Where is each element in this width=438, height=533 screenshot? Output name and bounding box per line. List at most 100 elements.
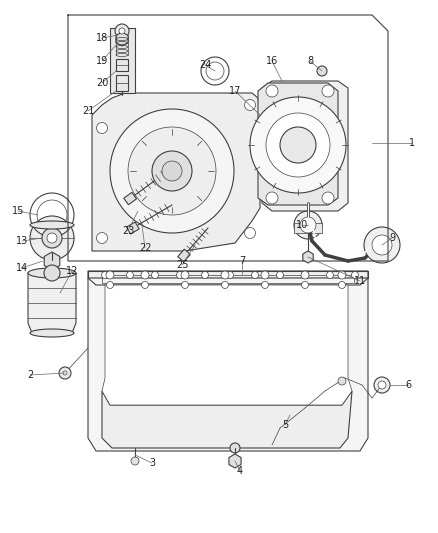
Ellipse shape bbox=[28, 268, 76, 278]
Circle shape bbox=[141, 281, 148, 288]
Circle shape bbox=[251, 271, 258, 279]
Circle shape bbox=[42, 228, 62, 248]
Circle shape bbox=[266, 85, 278, 97]
Polygon shape bbox=[110, 28, 135, 93]
Circle shape bbox=[301, 271, 308, 279]
Circle shape bbox=[230, 443, 240, 453]
Circle shape bbox=[301, 271, 309, 279]
Polygon shape bbox=[102, 285, 352, 405]
Polygon shape bbox=[92, 93, 260, 251]
Circle shape bbox=[364, 227, 400, 263]
Circle shape bbox=[222, 281, 229, 288]
Polygon shape bbox=[116, 32, 128, 46]
Text: 15: 15 bbox=[12, 206, 24, 216]
Text: 25: 25 bbox=[176, 260, 188, 270]
Text: 2: 2 bbox=[27, 370, 33, 380]
Circle shape bbox=[372, 235, 392, 255]
Circle shape bbox=[63, 371, 67, 375]
Circle shape bbox=[244, 228, 255, 238]
Circle shape bbox=[374, 377, 390, 393]
Circle shape bbox=[96, 123, 107, 133]
Bar bbox=[116, 59, 128, 71]
Circle shape bbox=[226, 271, 233, 279]
Bar bbox=[294, 223, 322, 233]
Text: 14: 14 bbox=[16, 263, 28, 273]
Circle shape bbox=[261, 271, 269, 279]
Text: 8: 8 bbox=[307, 56, 313, 66]
Circle shape bbox=[106, 281, 113, 288]
Polygon shape bbox=[258, 83, 338, 205]
Circle shape bbox=[162, 161, 182, 181]
Text: 17: 17 bbox=[229, 86, 241, 96]
Circle shape bbox=[317, 66, 327, 76]
Circle shape bbox=[152, 151, 192, 191]
Circle shape bbox=[141, 271, 149, 279]
Circle shape bbox=[110, 109, 234, 233]
Polygon shape bbox=[178, 249, 191, 262]
Polygon shape bbox=[303, 251, 313, 263]
Circle shape bbox=[339, 281, 346, 288]
Polygon shape bbox=[44, 252, 60, 270]
Circle shape bbox=[177, 271, 184, 279]
Circle shape bbox=[102, 271, 109, 279]
Circle shape bbox=[266, 192, 278, 204]
Text: 4: 4 bbox=[237, 466, 243, 476]
Circle shape bbox=[119, 28, 125, 34]
Text: 5: 5 bbox=[282, 420, 288, 430]
Polygon shape bbox=[262, 81, 348, 211]
Text: 23: 23 bbox=[122, 226, 134, 236]
Text: 16: 16 bbox=[266, 56, 278, 66]
Circle shape bbox=[181, 271, 189, 279]
Text: 11: 11 bbox=[354, 276, 366, 286]
Text: 12: 12 bbox=[66, 266, 78, 276]
Circle shape bbox=[261, 281, 268, 288]
Circle shape bbox=[127, 271, 134, 279]
Circle shape bbox=[300, 217, 316, 233]
Text: 18: 18 bbox=[96, 33, 108, 43]
Polygon shape bbox=[88, 278, 368, 451]
Polygon shape bbox=[229, 454, 241, 468]
Ellipse shape bbox=[30, 329, 74, 337]
Circle shape bbox=[338, 377, 346, 385]
Text: 3: 3 bbox=[149, 458, 155, 468]
Circle shape bbox=[294, 211, 322, 239]
Circle shape bbox=[59, 367, 71, 379]
Circle shape bbox=[44, 265, 60, 281]
Text: 22: 22 bbox=[139, 243, 151, 253]
Circle shape bbox=[152, 271, 159, 279]
Circle shape bbox=[326, 271, 333, 279]
Circle shape bbox=[47, 233, 57, 243]
Circle shape bbox=[276, 271, 283, 279]
Text: 20: 20 bbox=[96, 78, 108, 88]
Text: 13: 13 bbox=[16, 236, 28, 246]
Circle shape bbox=[181, 281, 188, 288]
Circle shape bbox=[30, 216, 74, 260]
Polygon shape bbox=[102, 391, 352, 448]
Circle shape bbox=[115, 24, 129, 38]
Polygon shape bbox=[127, 222, 139, 234]
Circle shape bbox=[96, 232, 107, 244]
Polygon shape bbox=[28, 273, 76, 333]
Polygon shape bbox=[88, 271, 368, 278]
Polygon shape bbox=[124, 192, 137, 205]
Text: 24: 24 bbox=[199, 60, 211, 70]
Circle shape bbox=[338, 271, 346, 279]
Circle shape bbox=[221, 271, 229, 279]
Text: 6: 6 bbox=[405, 380, 411, 390]
Text: 19: 19 bbox=[96, 56, 108, 66]
Circle shape bbox=[106, 271, 114, 279]
Circle shape bbox=[201, 271, 208, 279]
Text: 21: 21 bbox=[82, 106, 94, 116]
Text: 9: 9 bbox=[389, 233, 395, 243]
Bar bbox=[116, 75, 128, 91]
Circle shape bbox=[250, 97, 346, 193]
Circle shape bbox=[352, 271, 358, 279]
Circle shape bbox=[322, 192, 334, 204]
Text: 7: 7 bbox=[239, 256, 245, 266]
Bar bbox=[102, 275, 354, 283]
Circle shape bbox=[378, 381, 386, 389]
Circle shape bbox=[301, 281, 308, 288]
Circle shape bbox=[280, 127, 316, 163]
Circle shape bbox=[322, 85, 334, 97]
Circle shape bbox=[244, 100, 255, 110]
